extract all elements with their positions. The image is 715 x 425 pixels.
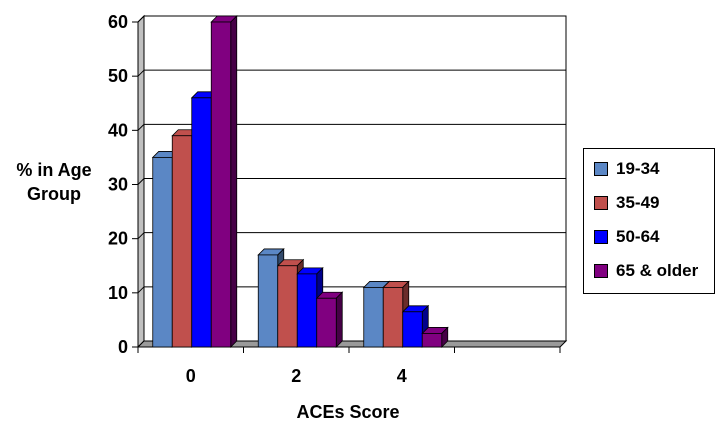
bar: [421, 326, 449, 348]
x-tick-label: 4: [397, 366, 407, 386]
bar-side: [335, 291, 343, 348]
bar-front: [316, 297, 337, 348]
x-axis-title: ACEs Score: [296, 402, 399, 422]
legend-item: 50-64: [594, 227, 659, 247]
y-tick-label: 10: [108, 283, 128, 303]
y-tick-label: 50: [108, 66, 128, 86]
legend-item: 19-34: [594, 159, 659, 179]
legend: 19-34 35-49 50-64 65 & older: [583, 148, 715, 294]
bar-front: [152, 157, 173, 348]
bar: [210, 15, 238, 348]
y-tick-label: 0: [118, 337, 128, 357]
y-axis-tick-labels: 0 10 20 30 40 50 60: [108, 12, 128, 357]
bar-side: [230, 15, 238, 348]
bar-front: [296, 273, 318, 348]
legend-swatch: [594, 196, 608, 210]
bar-front: [402, 311, 423, 348]
x-tick-label: 0: [186, 366, 196, 386]
legend-swatch: [594, 264, 608, 278]
y-tick-label: 40: [108, 120, 128, 140]
bars: [151, 15, 449, 348]
bar-front: [171, 135, 193, 348]
bar-front: [421, 333, 443, 348]
gridline-diag: [137, 178, 145, 185]
legend-label: 65 & older: [616, 261, 699, 280]
gridline-diag: [137, 123, 145, 131]
bar-front: [363, 287, 384, 348]
gridline-diag: [137, 15, 145, 23]
x-axis-tick-labels: 0 2 4: [186, 366, 407, 386]
legend-item: 65 & older: [594, 261, 698, 281]
bar-front: [191, 97, 212, 348]
y-axis-title-text: % in Age Group: [16, 160, 92, 204]
y-tick-label: 30: [108, 175, 128, 195]
bar-front: [210, 21, 232, 348]
legend-swatch: [594, 162, 608, 176]
bar-front: [277, 265, 298, 348]
legend-swatch: [594, 230, 608, 244]
bar-front: [382, 287, 404, 348]
legend-label: 50-64: [616, 227, 660, 246]
legend-label: 35-49: [616, 193, 660, 212]
gridline-diag: [137, 286, 145, 294]
y-axis-title: % in Age Group: [6, 158, 102, 206]
gridline-diag: [137, 69, 145, 77]
bar: [315, 291, 344, 348]
legend-item: 35-49: [594, 193, 659, 213]
gridline-diag: [137, 232, 145, 240]
y-tick-label: 20: [108, 229, 128, 249]
legend-label: 19-34: [616, 159, 660, 178]
bar-front: [257, 254, 279, 348]
y-tick-label: 60: [108, 12, 128, 32]
x-tick-label: 2: [291, 366, 301, 386]
